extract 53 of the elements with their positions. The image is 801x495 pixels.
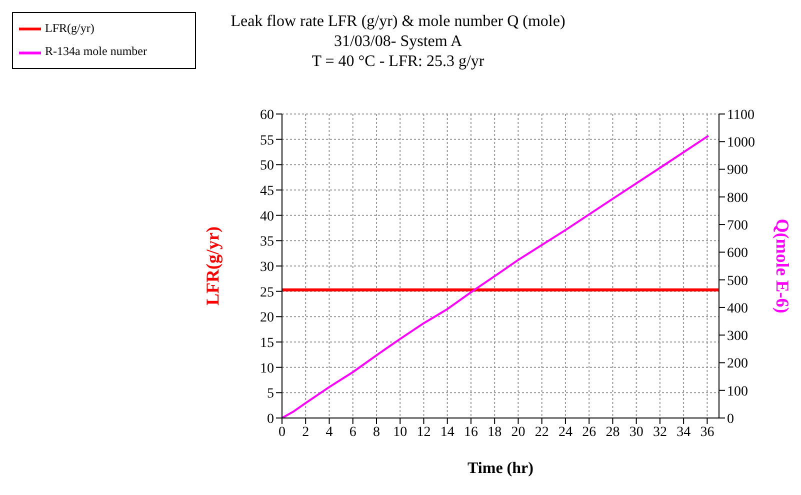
x-tick-label: 10 <box>393 424 408 440</box>
y2-tick-label: 700 <box>727 218 748 234</box>
y2-tick-label: 0 <box>727 412 734 427</box>
y2-tick-label: 100 <box>727 384 748 400</box>
y-tick-label: 60 <box>260 108 274 123</box>
chart-title: Leak flow rate LFR (g/yr) & mole number Q (mole) <box>230 12 566 32</box>
x-tick-label: 36 <box>700 424 714 440</box>
legend-label: LFR(g/yr) <box>45 21 94 35</box>
y-tick-label: 55 <box>260 133 274 148</box>
y-tick-label: 35 <box>260 234 274 250</box>
x-tick-label: 8 <box>372 424 380 440</box>
y2-axis-title: Q(mole E-6) <box>772 218 793 314</box>
y2-tick-label: 300 <box>727 329 748 344</box>
y-tick-label: 10 <box>260 361 274 376</box>
x-tick-label: 34 <box>676 424 691 440</box>
y-tick-label: 0 <box>267 412 274 427</box>
legend-label: R-134a mole number <box>45 44 147 58</box>
chart-subtitle: 31/03/08- System A <box>332 32 463 52</box>
x-tick-label: 26 <box>582 424 596 440</box>
y2-tick-label: 900 <box>727 163 748 178</box>
x-axis-title: Time (hr) <box>468 460 534 477</box>
x-tick-label: 28 <box>606 424 620 440</box>
line-series <box>282 134 710 418</box>
y2-tick-label: 1100 <box>727 108 754 123</box>
x-tick-label: 6 <box>349 424 356 440</box>
x-tick-label: 12 <box>416 424 431 440</box>
x-tick-label: 20 <box>511 424 526 440</box>
y-tick-label: 20 <box>260 310 274 326</box>
y-tick-label: 40 <box>260 209 274 224</box>
x-tick-label: 0 <box>278 424 286 440</box>
y-tick-label: 25 <box>260 285 274 300</box>
x-tick-label: 2 <box>302 424 310 440</box>
y-axis-title: LFR(g/yr) <box>202 226 222 306</box>
y2-tick-label: 200 <box>727 356 748 372</box>
x-tick-label: 22 <box>534 424 549 440</box>
x-tick-label: 24 <box>558 424 572 440</box>
x-tick-label: 18 <box>488 424 502 440</box>
y-tick-label: 15 <box>260 336 274 351</box>
y-tick-label: 45 <box>260 184 274 199</box>
x-tick-label: 32 <box>652 424 667 440</box>
y-tick-label: 30 <box>260 260 274 275</box>
y2-tick-label: 1000 <box>727 136 755 151</box>
y2-tick-label: 400 <box>727 301 748 316</box>
y2-tick-label: 500 <box>727 274 748 289</box>
x-tick-label: 30 <box>629 424 644 440</box>
x-tick-label: 14 <box>440 424 454 440</box>
x-tick-label: 16 <box>464 424 478 440</box>
x-tick-label: 4 <box>326 424 333 440</box>
text: T = 40 °C - LFR: 25.3 g/yr <box>310 52 486 72</box>
y-tick-label: 5 <box>267 386 274 402</box>
y2-tick-label: 600 <box>727 246 748 262</box>
y-tick-label: 50 <box>260 158 274 174</box>
y2-tick-label: 800 <box>727 190 748 206</box>
